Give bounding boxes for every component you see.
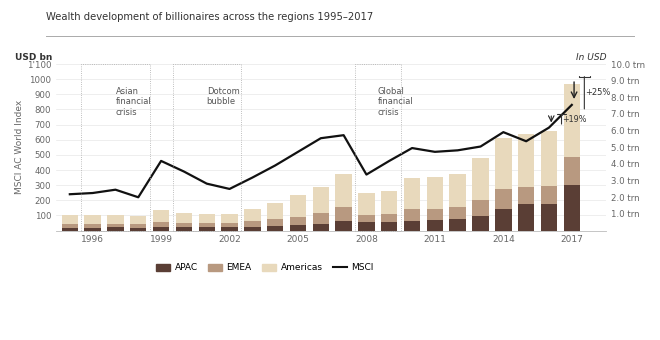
Bar (426, 209, 443, 220)
Bar (564, 84, 580, 157)
Bar (404, 209, 420, 221)
Bar (381, 191, 397, 214)
Bar (172, 64, 241, 231)
Text: Dotcom
bubble: Dotcom bubble (207, 87, 240, 106)
Bar (564, 185, 580, 231)
Bar (81, 64, 150, 231)
Bar (176, 227, 192, 231)
Bar (290, 195, 306, 217)
Bar (473, 216, 489, 231)
Bar (244, 227, 261, 231)
Bar (130, 224, 147, 227)
Bar (313, 213, 329, 224)
Bar (426, 177, 443, 209)
Bar (199, 227, 215, 231)
Legend: APAC, EMEA, Americas, MSCI: APAC, EMEA, Americas, MSCI (153, 260, 378, 276)
Text: USD bn: USD bn (15, 53, 52, 62)
Bar (107, 224, 123, 227)
Bar (381, 214, 397, 222)
Bar (244, 221, 261, 227)
Bar (130, 227, 147, 231)
Bar (335, 174, 352, 207)
Bar (449, 219, 466, 231)
Bar (221, 214, 238, 223)
Text: Wealth development of billionaires across the regions 1995–2017: Wealth development of billionaires acros… (46, 12, 374, 22)
Bar (153, 210, 170, 222)
Text: In USD: In USD (576, 53, 606, 62)
Bar (518, 204, 535, 231)
Bar (473, 200, 489, 216)
Bar (153, 227, 170, 231)
Bar (199, 223, 215, 227)
Bar (176, 223, 192, 227)
Text: Global
financial
crisis: Global financial crisis (378, 87, 414, 117)
Bar (541, 186, 557, 204)
Bar (61, 228, 78, 231)
Bar (176, 212, 192, 223)
Bar (61, 215, 78, 224)
Bar (290, 217, 306, 225)
Bar (495, 138, 512, 189)
Bar (290, 225, 306, 231)
Bar (107, 227, 123, 231)
Bar (335, 207, 352, 221)
Bar (449, 207, 466, 219)
Bar (130, 216, 147, 224)
Bar (495, 189, 512, 209)
Text: Asian
financial
crisis: Asian financial crisis (115, 87, 151, 117)
Bar (518, 134, 535, 187)
Bar (221, 227, 238, 231)
Bar (541, 131, 557, 186)
Bar (153, 222, 170, 227)
Bar (358, 193, 375, 215)
Bar (404, 221, 420, 231)
Bar (541, 204, 557, 231)
Bar (267, 226, 283, 231)
Bar (84, 227, 101, 231)
Bar (107, 215, 123, 224)
Bar (84, 215, 101, 224)
Bar (313, 224, 329, 231)
Bar (267, 203, 283, 219)
Text: +25%: +25% (585, 88, 611, 97)
Bar (221, 223, 238, 227)
Bar (84, 224, 101, 227)
Bar (358, 215, 375, 222)
Bar (313, 187, 329, 213)
Bar (267, 219, 283, 226)
Text: +19%: +19% (563, 115, 587, 124)
Bar (355, 64, 401, 231)
Bar (61, 224, 78, 228)
Bar (335, 221, 352, 231)
Bar (199, 214, 215, 223)
Bar (404, 178, 420, 209)
Bar (244, 209, 261, 221)
Bar (518, 187, 535, 204)
Bar (449, 174, 466, 207)
Bar (426, 220, 443, 231)
Bar (381, 222, 397, 231)
Bar (358, 222, 375, 231)
Bar (564, 157, 580, 185)
Bar (495, 209, 512, 231)
Bar (473, 158, 489, 200)
Y-axis label: MSCI AC World Index: MSCI AC World Index (15, 100, 24, 194)
